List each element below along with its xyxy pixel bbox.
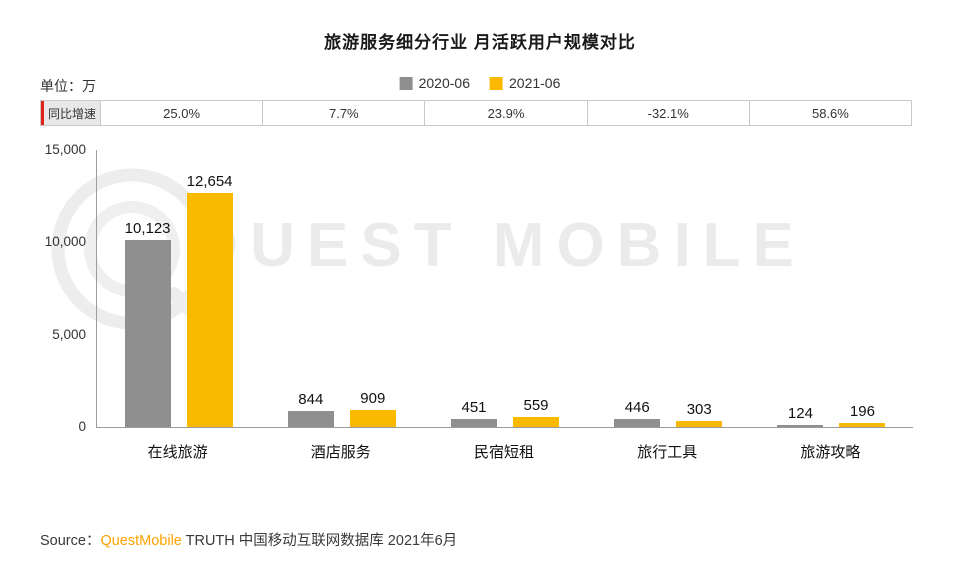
bar-wrap: 844 [287, 391, 334, 427]
bar-value-label: 303 [686, 401, 712, 419]
y-tick-label: 0 [78, 419, 86, 434]
bar-2020-06 [287, 411, 334, 427]
category-label: 在线旅游 [147, 444, 208, 461]
growth-value: 58.6% [748, 101, 911, 125]
bar-value-label: 451 [461, 398, 487, 416]
growth-value: 25.0% [100, 101, 262, 125]
growth-cells: 25.0% 7.7% 23.9% -32.1% 58.6% [100, 101, 911, 125]
category-label: 旅游攻略 [800, 444, 861, 461]
bar-wrap: 446 [614, 398, 661, 427]
y-axis-labels: 0 5,000 10,000 15,000 [0, 142, 86, 434]
bar-value-label: 446 [624, 398, 650, 416]
bar-2021-06 [513, 416, 559, 427]
bar-wrap: 196 [839, 403, 886, 427]
bar-group: 844 909 [260, 390, 423, 427]
bar-wrap: 909 [349, 390, 396, 427]
bar-2021-06 [349, 410, 396, 427]
growth-value: 23.9% [424, 101, 586, 125]
legend: 2020-06 2021-06 [399, 75, 560, 91]
growth-row: 同比增速 25.0% 7.7% 23.9% -32.1% 58.6% [40, 100, 912, 126]
bar-wrap: 124 [777, 404, 824, 427]
plot-area: 10,123 12,654 844 909 451 559 446 303 124 196 [96, 150, 913, 428]
legend-label: 2020-06 [418, 75, 470, 91]
source-brand: QuestMobile [100, 533, 182, 549]
source-suffix: TRUTH 中国移动互联网数据库 2021年6月 [181, 533, 458, 549]
category-label: 酒店服务 [310, 444, 371, 461]
bar-wrap: 303 [676, 401, 723, 427]
bar-value-label: 12,654 [186, 173, 233, 191]
legend-swatch [490, 76, 503, 90]
bar-wrap: 12,654 [186, 173, 233, 427]
growth-row-label: 同比增速 [41, 101, 100, 125]
bar-2021-06 [676, 421, 723, 427]
legend-item: 2020-06 [399, 75, 470, 91]
bar-value-label: 844 [298, 391, 324, 409]
bar-wrap: 10,123 [124, 220, 171, 427]
bar-value-label: 909 [360, 390, 386, 408]
bar-group: 451 559 [423, 397, 586, 427]
bar-2020-06 [451, 418, 497, 427]
unit-label: 单位：万 [40, 78, 96, 94]
source-line: Source：QuestMobile TRUTH 中国移动互联网数据库 2021… [40, 529, 457, 550]
bar-group: 124 196 [750, 403, 913, 427]
bar-group: 10,123 12,654 [97, 173, 260, 427]
x-axis-labels: 在线旅游 酒店服务 民宿短租 旅行工具 旅游攻略 [96, 441, 912, 462]
bar-wrap: 451 [451, 399, 497, 427]
chart-title: 旅游服务细分行业 月活跃用户规模对比 [324, 33, 636, 52]
bar-value-label: 124 [787, 404, 813, 422]
legend-label: 2021-06 [509, 75, 561, 91]
bar-2021-06 [839, 423, 886, 427]
bar-2020-06 [777, 424, 824, 427]
category-label: 旅行工具 [637, 444, 698, 461]
bar-2020-06 [124, 240, 171, 427]
growth-value: 7.7% [262, 101, 424, 125]
bar-value-label: 10,123 [124, 220, 171, 238]
bar-2021-06 [186, 193, 233, 427]
category-label: 民宿短租 [474, 444, 535, 461]
legend-item: 2021-06 [490, 75, 560, 91]
growth-value: -32.1% [586, 101, 749, 125]
bar-wrap: 559 [513, 397, 559, 427]
bar-value-label: 559 [523, 396, 549, 414]
y-tick-label: 15,000 [44, 142, 86, 157]
bar-group: 446 303 [587, 399, 750, 427]
bar-2020-06 [614, 418, 661, 427]
legend-swatch [399, 76, 413, 90]
source-prefix: Source： [40, 533, 101, 549]
y-tick-label: 10,000 [44, 234, 86, 250]
y-tick-label: 5,000 [52, 326, 86, 342]
bar-value-label: 196 [849, 403, 875, 421]
